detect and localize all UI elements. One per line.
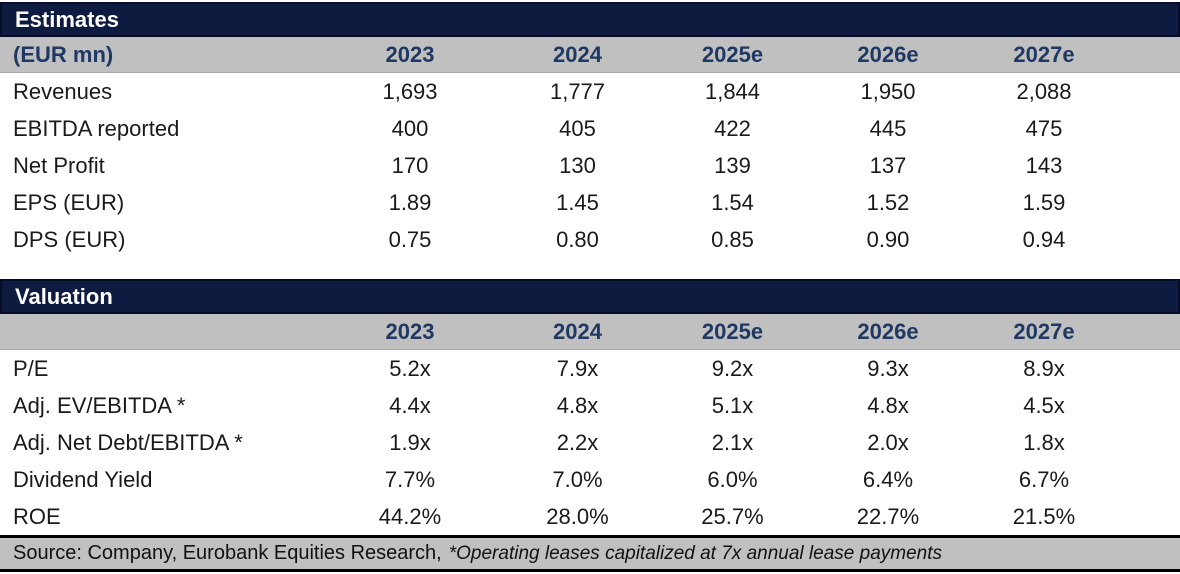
year-header: 2026e [857, 41, 919, 67]
cell-value: 28.0% [546, 503, 609, 529]
cell-value: 1,844 [704, 78, 761, 104]
valuation-header-row: 2023 2024 2025e 2026e 2027e [0, 314, 1180, 350]
cell-value: 0.80 [556, 226, 599, 252]
cell-value: 1.54 [711, 189, 754, 215]
row-label: P/E [13, 355, 49, 381]
cell-value: 9.2x [711, 355, 754, 381]
row-label: EPS (EUR) [13, 189, 125, 215]
table-row-net-profit: Net Profit 170 130 139 137 143 [0, 147, 1180, 184]
estimates-unit-label: (EUR mn) [13, 41, 114, 67]
cell-value: 8.9x [1023, 355, 1065, 381]
cell-value: 170 [391, 152, 429, 178]
year-header: 2025e [701, 41, 764, 67]
cell-value: 1.89 [388, 189, 432, 215]
cell-value: 0.94 [1022, 226, 1066, 252]
cell-value: 9.3x [867, 355, 909, 381]
year-header: 2027e [1013, 41, 1075, 67]
cell-value: 139 [714, 152, 751, 178]
year-header: 2023 [385, 41, 435, 67]
table-row-revenues: Revenues 1,693 1,777 1,844 1,950 2,088 [0, 73, 1180, 110]
row-label: Dividend Yield [13, 466, 153, 492]
cell-value: 7.9x [556, 355, 599, 381]
cell-value: 1.59 [1022, 189, 1066, 215]
estimates-section: Estimates (EUR mn) 2023 2024 2025e 2026e… [0, 2, 1180, 258]
cell-value: 0.85 [711, 226, 754, 252]
table-row-net-debt-ebitda: Adj. Net Debt/EBITDA * 1.9x 2.2x 2.1x 2.… [0, 424, 1180, 461]
cell-value: 44.2% [378, 503, 442, 529]
year-header: 2027e [1013, 318, 1075, 344]
cell-value: 4.5x [1023, 392, 1065, 418]
row-label: ROE [13, 503, 61, 529]
cell-value: 1,777 [549, 78, 606, 104]
cell-value: 1,950 [860, 78, 916, 104]
cell-value: 422 [714, 115, 751, 141]
cell-value: 130 [559, 152, 596, 178]
table-row-ev-ebitda: Adj. EV/EBITDA * 4.4x 4.8x 5.1x 4.8x 4.5… [0, 387, 1180, 424]
cell-value: 1.8x [1023, 429, 1065, 455]
section-title: Estimates [15, 6, 119, 32]
cell-value: 4.8x [556, 392, 599, 418]
cell-value: 4.8x [867, 392, 909, 418]
year-header: 2024 [553, 318, 602, 344]
source-text: Source: Company, Eurobank Equities Resea… [13, 542, 442, 564]
cell-value: 2,088 [1016, 78, 1072, 104]
cell-value: 6.0% [707, 466, 758, 492]
row-label: Adj. Net Debt/EBITDA * [13, 429, 243, 455]
cell-value: 400 [391, 115, 429, 141]
valuation-section: Valuation 2023 2024 2025e 2026e 2027e P/… [0, 279, 1180, 535]
section-title: Valuation [15, 283, 113, 309]
cell-value: 143 [1025, 152, 1063, 178]
cell-value: 1,693 [382, 78, 438, 104]
cell-value: 21.5% [1012, 503, 1076, 529]
year-header: 2024 [553, 41, 602, 67]
cell-value: 137 [869, 152, 907, 178]
cell-value: 7.7% [384, 466, 436, 492]
table-row-ebitda: EBITDA reported 400 405 422 445 475 [0, 110, 1180, 147]
cell-value: 2.0x [867, 429, 909, 455]
section-divider-gap [0, 258, 1180, 279]
row-label: Net Profit [13, 152, 105, 178]
cell-value: 6.4% [862, 466, 914, 492]
cell-value: 5.2x [389, 355, 431, 381]
cell-value: 0.75 [388, 226, 432, 252]
cell-value: 22.7% [856, 503, 920, 529]
cell-value: 445 [869, 115, 907, 141]
valuation-section-title-band: Valuation [0, 279, 1180, 314]
cell-value: 7.0% [552, 466, 603, 492]
table-row-dividend-yield: Dividend Yield 7.7% 7.0% 6.0% 6.4% 6.7% [0, 461, 1180, 498]
source-footer: Source: Company, Eurobank Equities Resea… [0, 535, 1180, 572]
table-row-roe: ROE 44.2% 28.0% 25.7% 22.7% 21.5% [0, 498, 1180, 535]
cell-value: 475 [1025, 115, 1063, 141]
cell-value: 0.90 [866, 226, 910, 252]
table-row-dps: DPS (EUR) 0.75 0.80 0.85 0.90 0.94 [0, 221, 1180, 258]
cell-value: 4.4x [389, 392, 431, 418]
row-label: Adj. EV/EBITDA * [13, 392, 186, 418]
table-row-eps: EPS (EUR) 1.89 1.45 1.54 1.52 1.59 [0, 184, 1180, 221]
estimates-section-title-band: Estimates [0, 2, 1180, 37]
year-header: 2023 [385, 318, 435, 344]
row-label: Revenues [13, 78, 113, 104]
cell-value: 1.45 [556, 189, 599, 215]
cell-value: 6.7% [1018, 466, 1070, 492]
cell-value: 2.2x [556, 429, 599, 455]
table-row-pe: P/E 5.2x 7.9x 9.2x 9.3x 8.9x [0, 350, 1180, 387]
year-header: 2026e [857, 318, 919, 344]
estimates-header-row: (EUR mn) 2023 2024 2025e 2026e 2027e [0, 37, 1180, 73]
cell-value: 25.7% [701, 503, 764, 529]
cell-value: 1.9x [389, 429, 431, 455]
cell-value: 2.1x [711, 429, 754, 455]
cell-value: 5.1x [711, 392, 754, 418]
cell-value: 405 [559, 115, 596, 141]
cell-value: 1.52 [866, 189, 910, 215]
row-label: DPS (EUR) [13, 226, 126, 252]
row-label: EBITDA reported [13, 115, 180, 141]
footnote-text: *Operating leases capitalized at 7x annu… [448, 542, 942, 564]
year-header: 2025e [701, 318, 764, 344]
